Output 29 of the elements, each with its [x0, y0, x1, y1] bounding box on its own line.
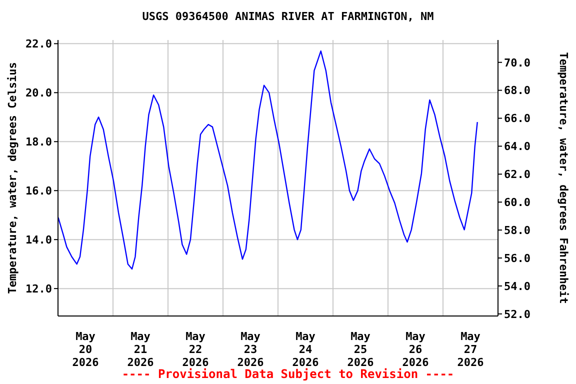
y2-tick-label: 58.0 — [504, 224, 530, 237]
x-tick-label: May 22 2026 — [182, 330, 210, 369]
y2-tick-label: 62.0 — [504, 168, 530, 182]
y2-tick-label: 56.0 — [504, 252, 530, 265]
x-tick-label: May 20 2026 — [72, 330, 100, 369]
y2-tick-label: 70.0 — [504, 56, 530, 70]
x-tick-label: May 25 2026 — [347, 330, 374, 369]
x-tick-label: May 26 2026 — [402, 330, 430, 369]
x-tick-label: May 21 2026 — [127, 330, 154, 369]
text: ---- Provisional Data Subject to Revision ---- — [122, 367, 454, 381]
y-tick-label: 18.0 — [26, 136, 52, 149]
y-tick-label: 22.0 — [26, 38, 52, 51]
chart-title: USGS 09364500 ANIMAS RIVER AT FARMINGTON, NM — [141, 10, 435, 23]
y2-tick-label: 60.0 — [504, 196, 530, 210]
line-series — [58, 50, 478, 270]
x-tick-label: May 23 2026 — [237, 330, 264, 369]
y2-tick-label: 66.0 — [504, 112, 530, 126]
y-tick-label: 12.0 — [26, 282, 52, 296]
y2-tick-label: 54.0 — [504, 280, 530, 293]
y2-tick-label: 64.0 — [504, 140, 530, 154]
y2-axis-title: Temperature, water, degrees Fahrenheit — [557, 52, 570, 304]
y2-tick-label: 68.0 — [504, 84, 530, 98]
y-tick-label: 20.0 — [26, 86, 52, 100]
y-tick-label: 16.0 — [26, 184, 52, 198]
x-tick-label: May 27 2026 — [457, 330, 484, 369]
x-tick-label: May 24 2026 — [292, 330, 320, 369]
y-tick-label: 14.0 — [26, 233, 52, 246]
y-axis-title: Temperature, water, degrees Celsius — [6, 62, 19, 294]
y2-tick-label: 52.0 — [504, 308, 530, 321]
